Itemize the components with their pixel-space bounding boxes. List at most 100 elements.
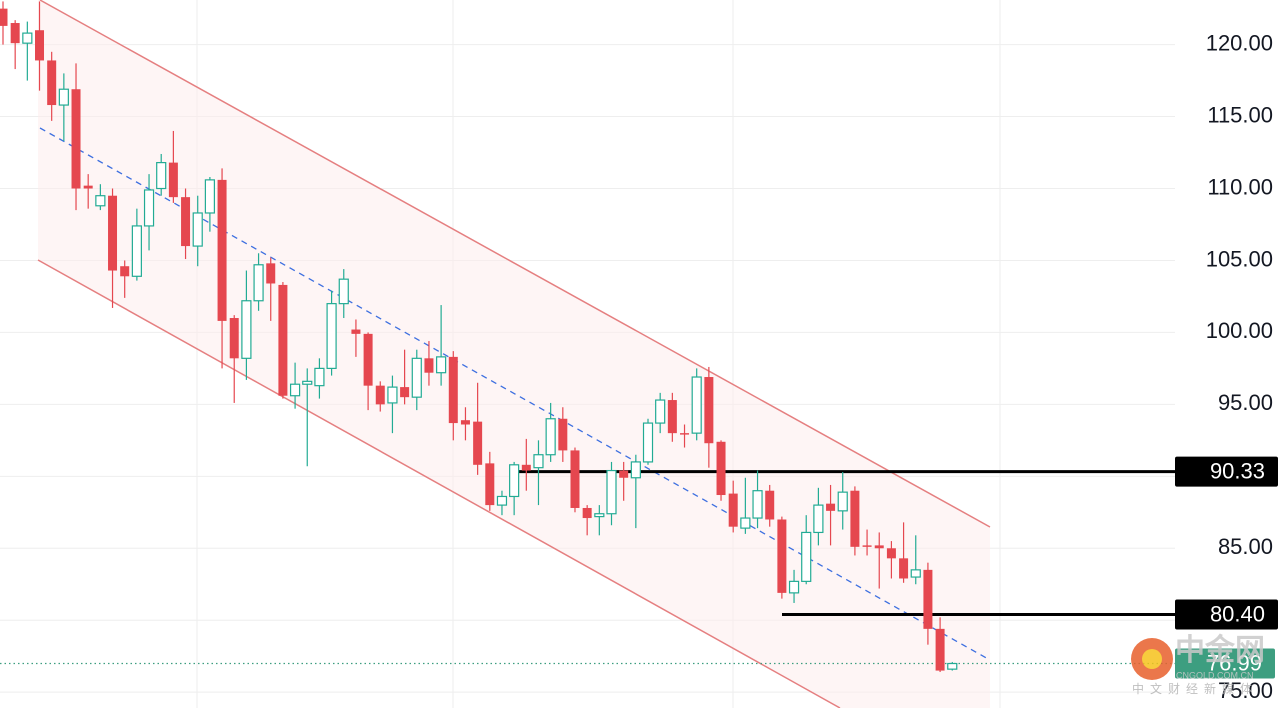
candle-body	[923, 569, 933, 629]
candle-body	[448, 356, 458, 424]
candle-body	[485, 463, 495, 506]
candle-body	[436, 356, 447, 374]
candle-body	[788, 580, 800, 594]
y-tick-label: 115.00	[1207, 102, 1273, 127]
candle-body	[266, 263, 276, 284]
candle-body	[95, 195, 106, 207]
candle-body	[253, 264, 264, 302]
candle-body	[326, 303, 337, 369]
candle-body	[10, 23, 20, 44]
candle-body	[363, 333, 373, 386]
candle-body	[691, 376, 702, 434]
candle-body	[338, 278, 349, 305]
candle-body	[837, 491, 848, 512]
candles	[0, 1, 958, 673]
watermark-logo	[1142, 649, 1162, 669]
watermark: 中金网 CNGOLD.COM.CN 中文财经新媒体	[1131, 633, 1265, 696]
candle-body	[947, 662, 958, 670]
watermark-domain: CNGOLD.COM.CN	[1176, 670, 1254, 680]
candle-body	[642, 422, 654, 463]
candle-body	[728, 493, 738, 527]
y-tick-label: 120.00	[1206, 30, 1273, 55]
candle-body	[387, 386, 398, 404]
y-tick-label: 105.00	[1206, 246, 1273, 271]
candle-body	[217, 179, 227, 321]
level-tag	[1175, 456, 1278, 487]
candle-body	[935, 628, 945, 671]
watermark-name: 中金网	[1175, 633, 1265, 667]
candle-body	[777, 519, 787, 593]
candle-body	[47, 60, 57, 106]
candle-body	[752, 490, 763, 519]
candle-body	[0, 8, 8, 26]
candle-body	[83, 185, 93, 189]
candle-body	[314, 367, 325, 387]
candle-body	[545, 418, 556, 456]
candle-body	[22, 32, 33, 44]
vertical-grid	[196, 0, 1001, 708]
candle-body	[35, 30, 45, 61]
candle-body	[108, 195, 118, 271]
candle-body	[241, 300, 252, 359]
candle-body	[655, 399, 666, 424]
candle-body	[120, 266, 130, 277]
candle-body	[558, 418, 568, 451]
candle-body	[716, 441, 726, 496]
candle-body	[71, 89, 81, 189]
candle-body	[168, 162, 178, 198]
level-label: 90.33	[1210, 458, 1265, 483]
y-tick-label: 95.00	[1218, 390, 1273, 415]
candle-body	[375, 385, 385, 405]
candle-body	[181, 197, 191, 247]
channel-lower	[37, 259, 841, 708]
candle-body	[826, 503, 836, 511]
candle-body	[765, 490, 775, 520]
candle-body	[473, 421, 483, 465]
candle-body	[862, 545, 872, 547]
candle-body	[801, 531, 812, 582]
candle-body	[143, 189, 155, 227]
candle-body	[630, 461, 641, 479]
level-tag	[1175, 599, 1278, 630]
candle-body	[278, 284, 288, 396]
candle-body	[874, 545, 884, 549]
candle-body	[289, 383, 301, 397]
candle-body	[204, 179, 215, 214]
candle-body	[411, 357, 422, 398]
candle-body	[594, 513, 605, 518]
candle-body	[58, 88, 69, 106]
candle-body	[704, 377, 714, 444]
candle-body	[582, 507, 592, 519]
channel-fill	[38, 0, 990, 708]
candle-body	[460, 420, 470, 425]
candle-body	[400, 387, 410, 398]
candle-body	[424, 358, 434, 373]
y-tick-label: 110.00	[1207, 174, 1273, 199]
candle-body	[509, 464, 520, 498]
price-tags: 90.33 80.40 76.99	[1175, 456, 1278, 679]
candle-body	[850, 490, 860, 547]
candle-body	[667, 400, 677, 434]
level-label: 80.40	[1210, 601, 1265, 626]
candle-body	[570, 450, 580, 508]
channel-upper	[39, 0, 991, 528]
candle-body	[302, 380, 313, 385]
candle-body	[680, 433, 690, 435]
candle-body	[606, 469, 617, 515]
candle-body	[229, 318, 239, 359]
last-price-tag	[1175, 648, 1275, 679]
y-tick-label: 85.00	[1218, 534, 1273, 559]
candle-body	[521, 464, 531, 471]
candle-body	[156, 162, 167, 190]
watermark-slogan: 中文财经新媒体	[1132, 681, 1258, 696]
y-tick-label: 100.00	[1206, 318, 1273, 343]
candle-body	[886, 548, 896, 559]
candle-body	[131, 225, 142, 277]
y-tick-label: 75.00	[1218, 678, 1273, 703]
candle-body	[351, 329, 361, 334]
candle-body	[192, 212, 203, 247]
candle-body	[619, 470, 629, 478]
last-price-label: 76.99	[1207, 650, 1262, 675]
